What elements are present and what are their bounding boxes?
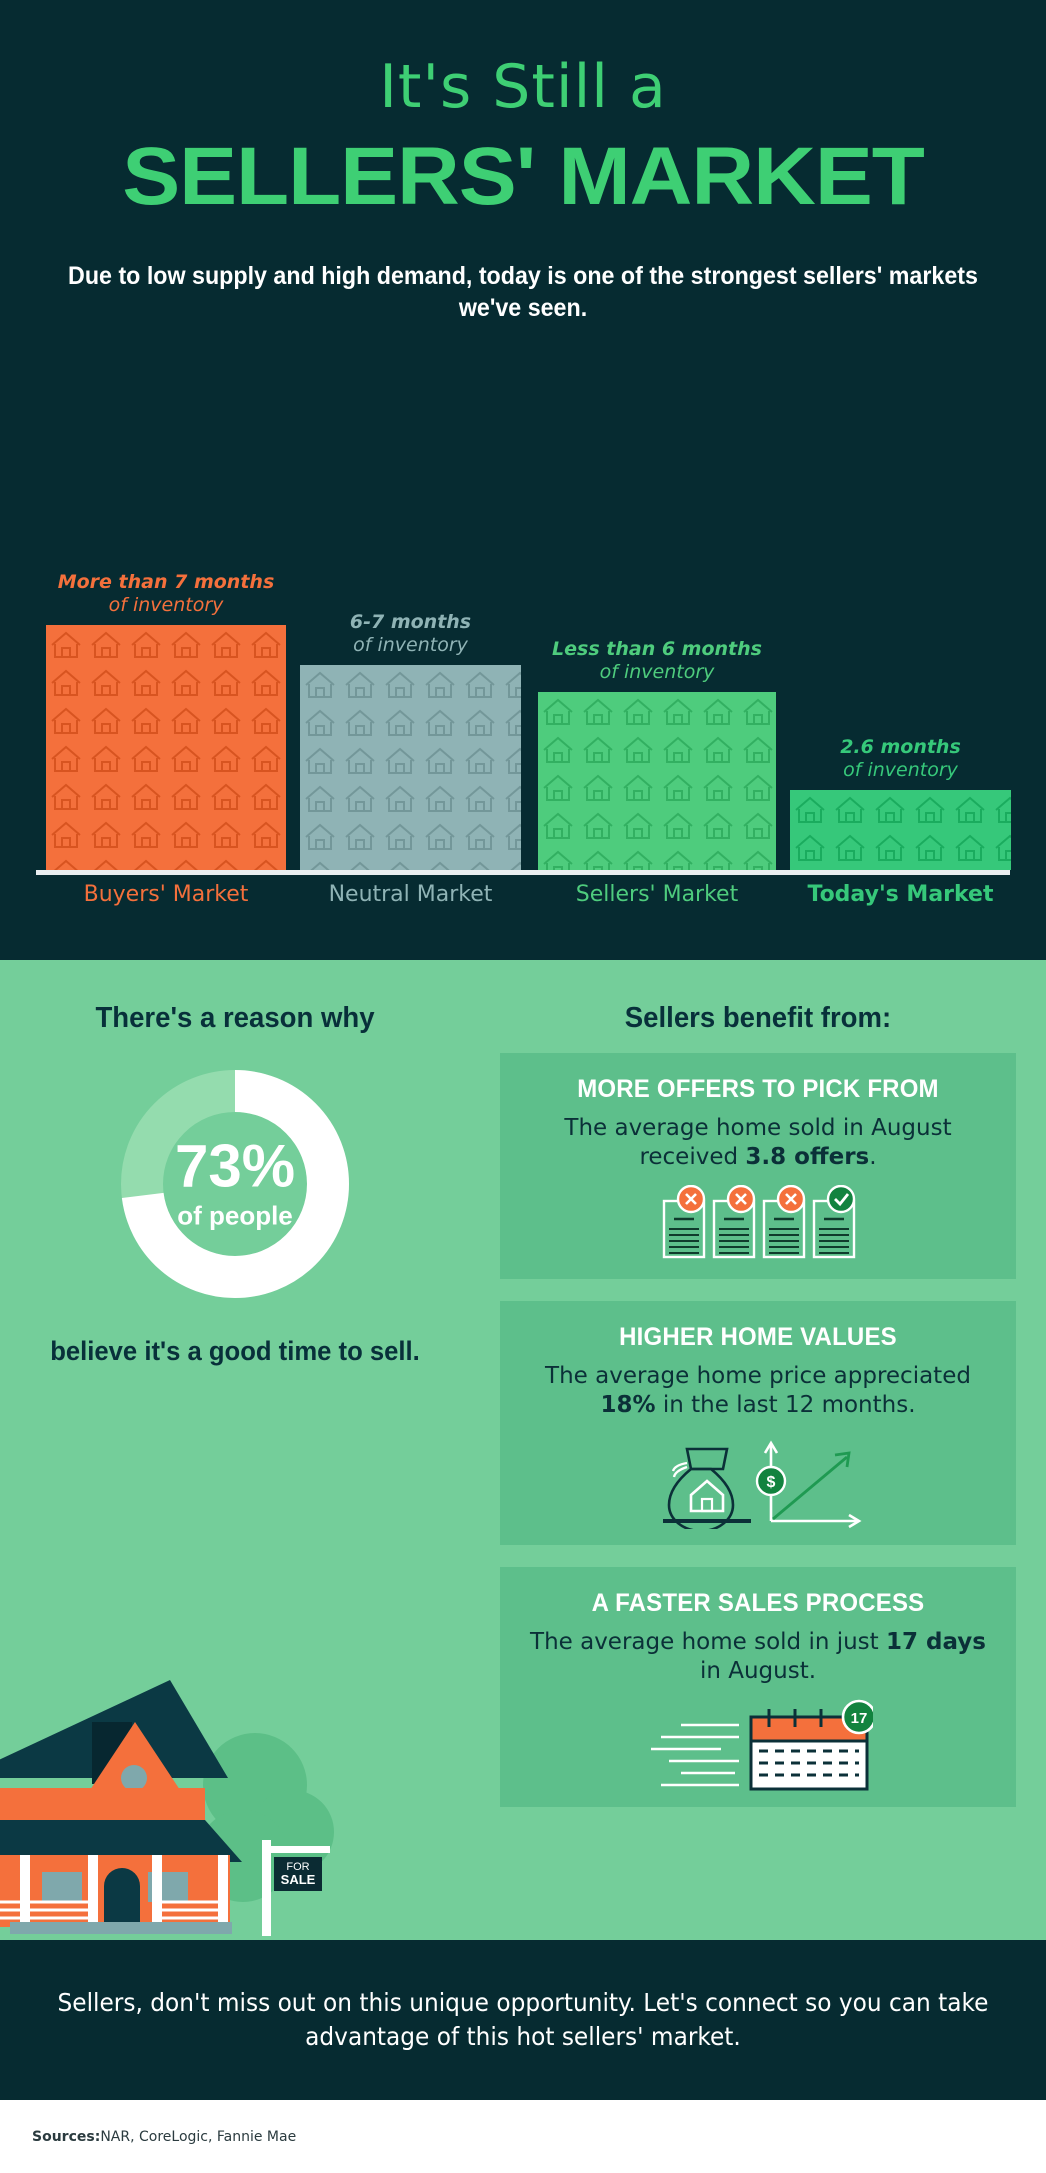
bar-sellers-market (538, 692, 776, 870)
card-body: The average home sold in just 17 days in… (518, 1628, 998, 1687)
reject-badge-icon (676, 1184, 806, 1214)
porch-column (152, 1855, 162, 1927)
svg-text:$: $ (767, 1474, 776, 1491)
benefit-card-offers[interactable]: MORE OFFERS TO PICK FROM The average hom… (500, 1053, 1016, 1279)
hero-subtitle: Due to low supply and high demand, today… (68, 262, 978, 322)
bar-caption-line2: of inventory (843, 758, 958, 781)
page-title: SELLERS' MARKET (122, 131, 925, 222)
card-body-bold: 3.8 offers (745, 1144, 870, 1171)
card-title: MORE OFFERS TO PICK FROM (577, 1075, 939, 1103)
bar-group: More than 7 months of inventory (46, 571, 286, 870)
bar-caption-line1: 2.6 months (840, 735, 961, 758)
clipboards-icon (518, 1184, 998, 1263)
bar-caption-line2: of inventory (353, 633, 468, 656)
title-script: It's Still a (379, 52, 667, 122)
left-heading: There's a reason why (95, 1002, 375, 1034)
house-illustration: FOR SALE (0, 1680, 334, 1936)
card-body: The average home sold in August received… (518, 1114, 998, 1173)
for-sale-sign (274, 1857, 322, 1891)
attic-window-icon (121, 1765, 147, 1791)
moneybag-growth-icon: $ (518, 1433, 998, 1529)
gable-shape (90, 1722, 180, 1790)
card-title: A FASTER SALES PROCESS (591, 1588, 925, 1617)
right-column: Sellers benefit from: MORE OFFERS TO PIC… (470, 960, 1046, 1940)
hero-section: It's Still a SELLERS' MARKET Due to low … (0, 0, 1046, 960)
left-column: There's a reason why 73% of people belie… (0, 960, 470, 1940)
sign-arm (262, 1846, 330, 1853)
sign-post (262, 1840, 271, 1936)
dollar-badge-icon (755, 1465, 787, 1496)
cta-text: Sellers, don't miss out on this unique o… (57, 1988, 989, 2051)
axis-label-2: Sellers' Market (575, 882, 739, 907)
sign-line-1: FOR (286, 1861, 309, 1873)
calendar-icon: 17 (518, 1699, 998, 1791)
sign-line-2: SALE (281, 1872, 316, 1887)
donut-percent: 73% (174, 1132, 296, 1200)
speed-lines-icon (651, 1723, 739, 1786)
porch-column (218, 1855, 228, 1927)
porch-roof (0, 1820, 242, 1862)
axis-label-1: Neutral Market (328, 882, 493, 907)
card-body-post: in the last 12 months. (655, 1392, 916, 1419)
day-badge-label: 17 (851, 1710, 868, 1727)
bar-today-s-market (790, 790, 1011, 870)
window-icon (42, 1872, 82, 1902)
day-badge-icon (841, 1699, 873, 1734)
chart-axis-line (36, 870, 1010, 875)
bar-caption: 2.6 months of inventory (790, 736, 1011, 782)
upper-wall (0, 1788, 205, 1820)
bar-group: 2.6 months of inventory (790, 736, 1011, 870)
card-body-post: . (869, 1144, 877, 1171)
belief-donut-chart: 73% of people (110, 1059, 360, 1309)
bar-neutral-market (300, 665, 521, 870)
donut-svg (121, 1070, 349, 1298)
bar-caption-line2: of inventory (108, 593, 224, 616)
bar-caption: 6-7 months of inventory (300, 611, 521, 657)
donut-sublabel: of people (177, 1200, 293, 1231)
axis-label-0: Buyers' Market (83, 882, 249, 907)
bar-caption: Less than 6 months of inventory (538, 638, 776, 684)
card-body-post: in August. (699, 1658, 817, 1685)
bar-caption-line1: Less than 6 months (552, 637, 762, 660)
bar-group: Less than 6 months of inventory (538, 638, 776, 870)
porch-column (88, 1855, 98, 1927)
sources-bar: Sources: NAR, CoreLogic, Fannie Mae (0, 2100, 1046, 2173)
card-body: The average home price appreciated 18% i… (518, 1362, 998, 1421)
belief-caption: believe it's a good time to sell. (50, 1336, 420, 1366)
bar-caption-line1: More than 7 months (57, 570, 275, 593)
house-base (10, 1922, 232, 1934)
card-body-pre: The average home sold in August received (564, 1115, 952, 1171)
benefits-section: There's a reason why 73% of people belie… (0, 960, 1046, 1940)
sources-label: Sources: (32, 2128, 101, 2145)
card-title: HIGHER HOME VALUES (619, 1322, 897, 1351)
bar-caption-line1: 6-7 months (349, 610, 472, 633)
door-icon (104, 1868, 140, 1927)
axis-label-3: Today's Market (807, 882, 994, 907)
benefit-card-values[interactable]: HIGHER HOME VALUES The average home pric… (500, 1300, 1016, 1545)
accept-badge-icon (826, 1184, 856, 1214)
sources-value: NAR, CoreLogic, Fannie Mae (100, 2128, 297, 2145)
donut-center-label: 73% of people (140, 1132, 330, 1232)
benefit-card-speed[interactable]: A FASTER SALES PROCESS The average home … (500, 1566, 1016, 1807)
card-body-bold: 18% (600, 1392, 656, 1419)
porch-railing (0, 1900, 222, 1920)
bar-group: 6-7 months of inventory (300, 611, 521, 870)
card-body-pre: The average home sold in just (530, 1628, 886, 1655)
card-body-bold: 17 days (886, 1628, 986, 1655)
right-heading: Sellers benefit from: (624, 1002, 892, 1034)
bar-buyers-market (46, 625, 286, 870)
cta-banner: Sellers, don't miss out on this unique o… (0, 1940, 1046, 2100)
card-body-pre: The average home price appreciated (545, 1362, 971, 1389)
bar-caption: More than 7 months of inventory (46, 571, 286, 617)
bar-caption-line2: of inventory (599, 660, 715, 683)
inventory-bar-chart: More than 7 months of inventory Buyers' Ma… (0, 420, 1046, 930)
porch-column (20, 1855, 30, 1927)
